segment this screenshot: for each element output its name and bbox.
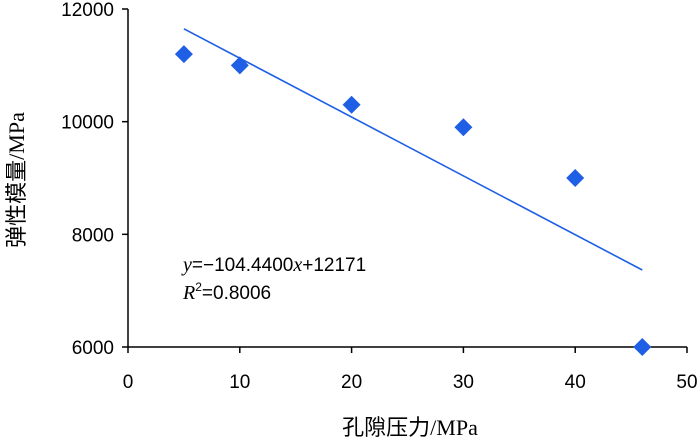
- trendline: [183, 28, 643, 271]
- r2-symbol: R: [182, 282, 195, 304]
- data-point: [230, 56, 249, 75]
- y-tick-label: 12000: [61, 0, 114, 21]
- equation-y: y: [181, 254, 192, 276]
- y-tick-label: 10000: [61, 113, 114, 134]
- x-axis-title: 孔隙压力/MPa: [342, 415, 478, 440]
- equation-slope: =−104.4400: [192, 255, 293, 276]
- x-tick-label: 40: [565, 372, 586, 393]
- y-axis-title: 弹性模量/MPa: [4, 112, 29, 248]
- r2-superscript: 2: [195, 280, 202, 294]
- x-tick-label: 0: [123, 372, 134, 393]
- y-tick-label: 6000: [72, 338, 114, 359]
- equation-intercept: +12171: [302, 255, 366, 276]
- regression-equation: y=−104.4400x+12171: [181, 254, 366, 276]
- x-tick-label: 30: [453, 372, 474, 393]
- y-tick-label: 8000: [72, 225, 114, 246]
- r-squared: R2=0.8006: [182, 280, 271, 304]
- data-point: [342, 95, 361, 114]
- data-point: [633, 338, 652, 356]
- data-point: [566, 169, 585, 187]
- data-point: [174, 45, 193, 64]
- data-points: [174, 45, 652, 356]
- axis-tick-labels: 0 10 20 30 40 50 6000 8000 10000 12000: [61, 0, 697, 393]
- r2-value: =0.8006: [202, 283, 271, 304]
- data-point: [454, 118, 473, 137]
- axis-ticks: [122, 8, 688, 353]
- x-tick-label: 20: [341, 372, 362, 393]
- x-tick-label: 10: [229, 372, 250, 393]
- equation-x: x: [292, 254, 302, 276]
- x-tick-label: 50: [676, 372, 697, 393]
